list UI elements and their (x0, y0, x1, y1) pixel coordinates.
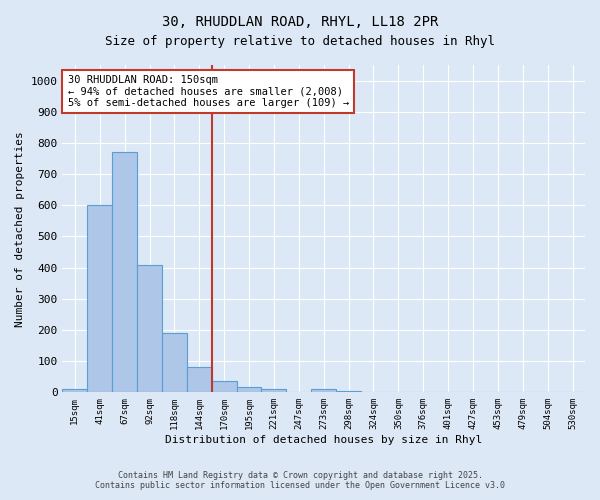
Bar (137, 264, 162, 392)
Bar (187, 368, 212, 392)
X-axis label: Distribution of detached houses by size in Rhyl: Distribution of detached houses by size … (165, 435, 482, 445)
Text: Size of property relative to detached houses in Rhyl: Size of property relative to detached ho… (105, 35, 495, 48)
Bar (62, 388, 88, 392)
Bar (88, 206, 112, 392)
Bar (236, 386, 262, 392)
Text: 30, RHUDDLAN ROAD, RHYL, LL18 2PR: 30, RHUDDLAN ROAD, RHYL, LL18 2PR (162, 15, 438, 29)
Text: Contains HM Land Registry data © Crown copyright and database right 2025.
Contai: Contains HM Land Registry data © Crown c… (95, 470, 505, 490)
Y-axis label: Number of detached properties: Number of detached properties (15, 131, 25, 326)
Text: 30 RHUDDLAN ROAD: 150sqm
← 94% of detached houses are smaller (2,008)
5% of semi: 30 RHUDDLAN ROAD: 150sqm ← 94% of detach… (68, 75, 349, 108)
Bar (212, 381, 236, 392)
Bar (311, 389, 336, 392)
Bar (336, 391, 361, 392)
Bar (112, 152, 137, 392)
Bar (162, 333, 187, 392)
Bar (262, 389, 286, 392)
